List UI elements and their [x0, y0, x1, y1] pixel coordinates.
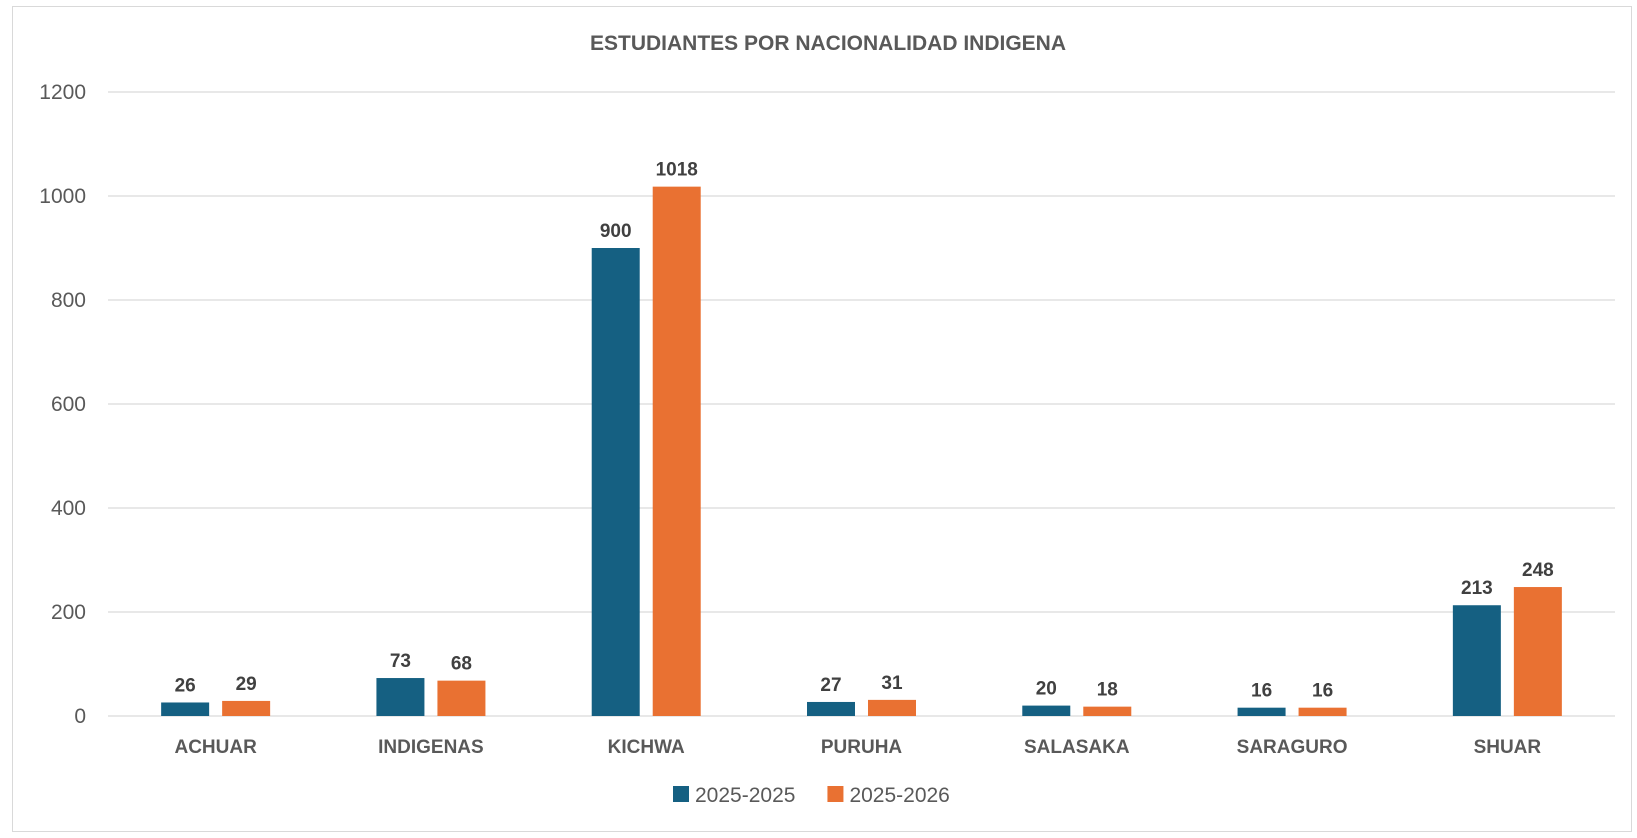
data-label: 1018 — [656, 160, 698, 181]
legend-label: 2025-2026 — [849, 784, 949, 807]
bar — [1452, 605, 1501, 716]
bar — [1022, 705, 1071, 716]
chart-frame — [12, 6, 1632, 832]
x-axis-category-labels: ACHUAR INDIGENAS KICHWA PURUHA SALASAKA SARAG… — [174, 737, 1541, 758]
data-label: 213 — [1461, 578, 1493, 599]
y-tick-label: 400 — [51, 497, 86, 520]
data-label: 16 — [1312, 681, 1333, 702]
bar — [222, 700, 271, 716]
data-label: 16 — [1251, 681, 1272, 702]
bar — [1298, 707, 1347, 716]
legend: 2025-2025 2025-2026 — [673, 784, 950, 807]
bar — [1083, 706, 1132, 716]
y-tick-label: 800 — [51, 289, 86, 312]
data-label: 20 — [1036, 679, 1057, 700]
y-tick-label: 1000 — [39, 185, 86, 208]
bar — [868, 699, 916, 716]
data-label: 18 — [1097, 680, 1118, 701]
category-label: PURUHA — [821, 737, 903, 758]
data-label: 26 — [175, 675, 196, 696]
category-label: INDIGENAS — [378, 737, 484, 758]
data-label: 31 — [881, 673, 903, 694]
y-tick-label: 200 — [51, 601, 86, 624]
category-label: SARAGURO — [1237, 737, 1348, 758]
category-label: ACHUAR — [174, 737, 257, 758]
y-tick-label: 0 — [74, 705, 86, 728]
y-tick-label: 1200 — [39, 81, 86, 104]
legend-swatch — [673, 786, 689, 802]
legend-label: 2025-2025 — [695, 784, 795, 807]
gridlines — [108, 91, 1615, 717]
bar-series — [161, 186, 1562, 716]
y-tick-label: 600 — [51, 393, 86, 416]
bar — [807, 701, 855, 716]
bar — [376, 678, 425, 716]
data-label: 248 — [1522, 560, 1554, 581]
data-label: 73 — [390, 651, 411, 672]
legend-swatch — [827, 786, 844, 802]
bar — [161, 702, 210, 716]
data-label: 27 — [820, 675, 841, 696]
category-label: SALASAKA — [1024, 737, 1130, 758]
category-label: KICHWA — [608, 737, 685, 758]
bar — [437, 680, 486, 716]
y-axis-tick-labels: 0 200 400 600 800 1000 1200 — [39, 81, 86, 728]
chart-title: ESTUDIANTES POR NACIONALIDAD INDIGENA — [590, 32, 1066, 55]
bar — [591, 248, 640, 716]
data-label: 29 — [236, 674, 257, 695]
bar — [1513, 587, 1562, 716]
bar — [1237, 707, 1286, 716]
data-label: 900 — [600, 221, 632, 242]
category-label: SHUAR — [1474, 737, 1542, 758]
bar — [652, 186, 701, 716]
data-label: 68 — [451, 654, 472, 675]
data-labels: 26 29 73 68 900 1018 27 31 20 18 16 16 213 248 — [175, 160, 1554, 702]
